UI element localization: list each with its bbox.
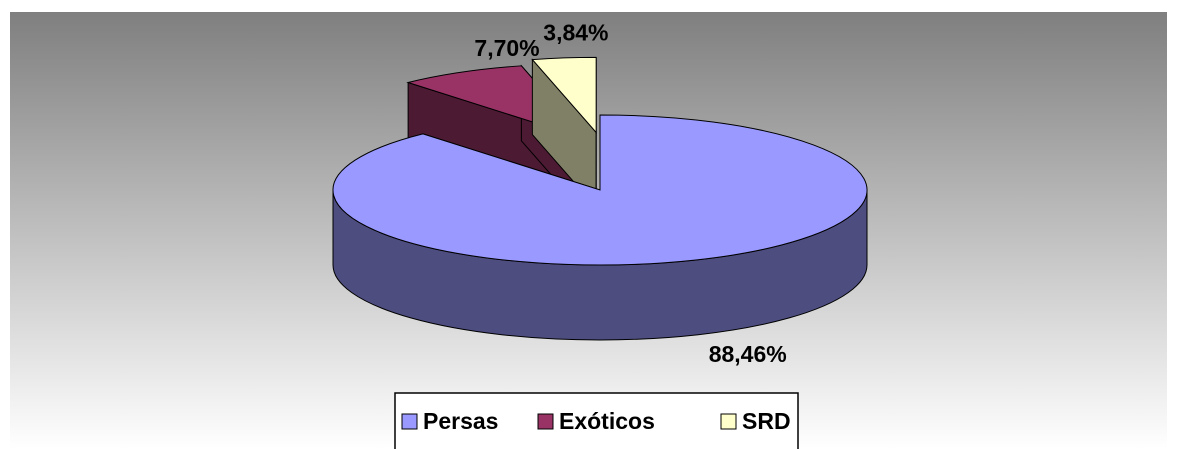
legend-swatch — [537, 413, 554, 430]
legend-swatch — [720, 413, 737, 430]
slice — [332, 114, 868, 266]
data-label: 88,46% — [709, 341, 787, 367]
legend-swatch — [401, 413, 418, 430]
pie — [332, 56, 868, 341]
legend-label: Persas — [423, 408, 498, 434]
legend-label: Exóticos — [559, 408, 655, 434]
legend-label: SRD — [742, 408, 791, 434]
data-label: 7,70% — [474, 35, 539, 61]
slice — [531, 56, 597, 134]
data-labels: 88,46% 7,70%3,84% — [474, 20, 786, 368]
legend: Persas Exóticos SRD — [394, 392, 799, 449]
data-label: 3,84% — [543, 20, 608, 46]
